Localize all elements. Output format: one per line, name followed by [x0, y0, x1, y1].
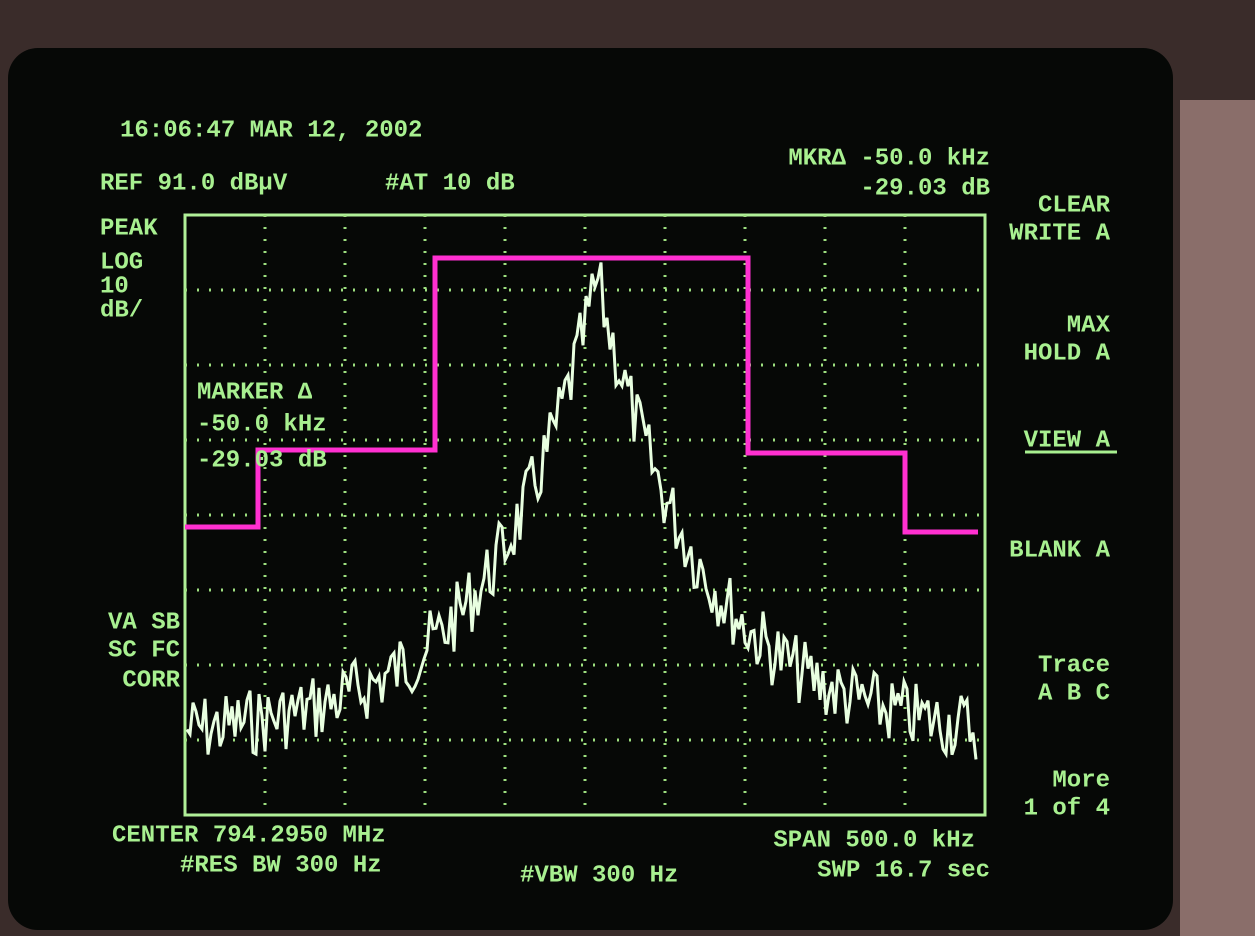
res-bw: #RES BW 300 Hz [180, 852, 382, 879]
softkey-label: 1 of 4 [1024, 795, 1110, 822]
softkey-label: HOLD A [1024, 340, 1111, 367]
limit-mask [185, 255, 978, 535]
softkey-label: WRITE A [1009, 220, 1110, 247]
marker-box-title: MARKER ∆ [197, 379, 313, 406]
attenuation: #AT 10 dB [385, 170, 515, 197]
marker-box-frequency: -50.0 kHz [197, 411, 327, 438]
vbw: #VBW 300 Hz [520, 862, 678, 889]
sweep-time: SWP 16.7 sec [817, 857, 990, 884]
spectrum-trace [185, 262, 978, 760]
scale-label: LOG [100, 249, 143, 276]
status-label: SC FC [108, 637, 180, 664]
timestamp: 16:06:47 MAR 12, 2002 [120, 117, 422, 144]
marker-frequency: MKR∆ -50.0 kHz [788, 145, 990, 172]
marker-box-amplitude: -29.03 dB [197, 447, 327, 474]
status-label: CORR [122, 667, 180, 694]
ref-level: REF 91.0 dBµV [100, 170, 288, 197]
scale-label: 10 [100, 273, 129, 300]
softkey-label: Trace [1038, 652, 1110, 679]
center-frequency: CENTER 794.2950 MHz [112, 822, 386, 849]
scale-label: dB/ [100, 297, 143, 324]
softkey-label: More [1052, 767, 1110, 794]
softkey-label: CLEAR [1038, 192, 1111, 219]
softkey-label: MAX [1067, 312, 1111, 339]
marker-amplitude: -29.03 dB [860, 175, 990, 202]
softkey-label: BLANK A [1009, 537, 1110, 564]
keypad-edge [1180, 100, 1255, 936]
span: SPAN 500.0 kHz [773, 827, 975, 854]
status-label: VA SB [108, 609, 180, 636]
softkey-label: VIEW A [1024, 427, 1111, 454]
softkey-label: A B C [1038, 680, 1110, 707]
detector: PEAK [100, 215, 158, 242]
